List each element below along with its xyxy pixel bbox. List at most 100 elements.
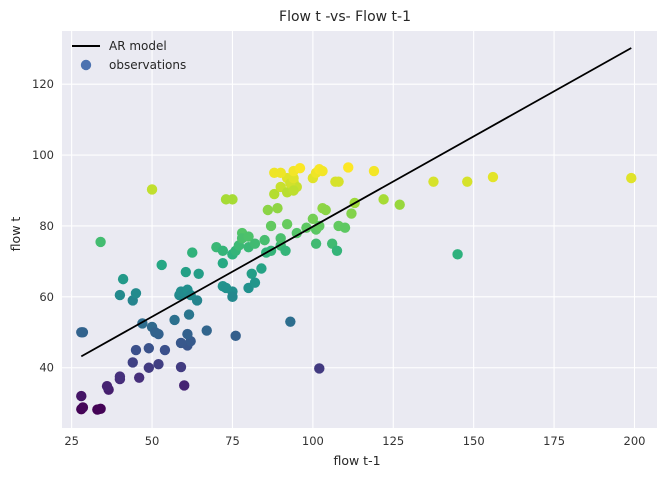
y-tick-label: 120 <box>32 77 54 91</box>
observation-point <box>346 208 357 219</box>
observation-point <box>291 227 302 239</box>
observation-point <box>275 233 286 244</box>
observation-point <box>281 218 293 230</box>
observation-point <box>301 222 312 233</box>
legend-marker-swatch <box>80 59 92 71</box>
observation-point <box>175 361 187 373</box>
observation-point <box>310 238 322 249</box>
observation-point <box>95 236 106 248</box>
observation-point <box>333 176 344 187</box>
x-tick-label: 150 <box>463 434 485 448</box>
ar-model-line-group <box>80 47 632 358</box>
x-axis-ticks: 25 50 75 100 125 150 175 200 <box>64 434 645 448</box>
observation-point <box>114 371 126 382</box>
observation-point <box>217 257 229 269</box>
observation-point <box>114 289 126 301</box>
observation-point <box>487 171 499 183</box>
observation-point <box>143 362 155 373</box>
observation-point <box>183 309 195 320</box>
observation-point <box>314 220 325 232</box>
observation-point <box>133 372 145 383</box>
observation-point <box>428 176 439 187</box>
observation-point <box>265 220 277 232</box>
observation-point <box>220 282 232 294</box>
observation-point <box>317 165 328 177</box>
observation-point <box>262 204 274 216</box>
observation-point <box>230 330 241 342</box>
observation-point <box>294 162 306 174</box>
legend: AR model observations <box>72 39 186 72</box>
observation-point <box>368 165 380 177</box>
observation-point <box>76 390 87 402</box>
observation-point <box>187 247 198 258</box>
observation-point <box>179 380 190 391</box>
observation-point <box>153 358 164 370</box>
observation-points <box>76 162 637 415</box>
ar-model-line <box>80 47 632 358</box>
x-tick-label: 50 <box>145 434 160 448</box>
observation-point <box>256 263 267 274</box>
observation-point <box>243 231 254 242</box>
x-tick-label: 75 <box>225 434 240 448</box>
chart-title: Flow t -vs- Flow t-1 <box>279 9 411 25</box>
observation-point <box>101 380 113 392</box>
observation-point <box>130 344 142 356</box>
observation-point <box>452 249 463 260</box>
observation-point <box>272 203 283 214</box>
observation-point <box>95 403 106 415</box>
x-tick-label: 200 <box>624 434 646 448</box>
x-tick-label: 25 <box>64 434 79 448</box>
observation-point <box>143 343 155 354</box>
observation-point <box>259 234 270 246</box>
observation-point <box>320 204 331 216</box>
observation-point <box>314 363 325 374</box>
observation-point <box>378 194 389 205</box>
observation-point <box>76 327 87 338</box>
observation-point <box>159 344 171 356</box>
x-tick-label: 100 <box>302 434 324 448</box>
observation-point <box>150 327 161 338</box>
observation-point <box>280 245 291 256</box>
observation-point <box>626 172 637 184</box>
y-tick-label: 80 <box>39 219 54 233</box>
observation-point <box>269 188 280 200</box>
observation-point <box>156 259 167 271</box>
observation-point <box>227 194 238 205</box>
legend-label-ar-model: AR model <box>109 39 167 53</box>
x-axis-label: flow t-1 <box>333 453 380 468</box>
observation-point <box>130 288 142 299</box>
observation-point <box>249 238 261 249</box>
observation-point <box>146 184 158 195</box>
observation-point <box>217 245 229 256</box>
observation-point <box>462 176 473 187</box>
y-tick-label: 40 <box>39 361 54 375</box>
observation-point <box>288 185 299 196</box>
legend-label-observations: observations <box>109 58 186 72</box>
y-tick-label: 60 <box>39 290 54 304</box>
observation-point <box>127 357 138 368</box>
observation-point <box>182 328 193 340</box>
y-tick-label: 100 <box>32 148 54 162</box>
observation-point <box>331 245 343 256</box>
observation-point <box>275 167 286 178</box>
observation-point <box>77 402 89 413</box>
observation-point <box>175 337 187 349</box>
observation-point <box>249 277 261 288</box>
observation-point <box>227 291 238 303</box>
x-tick-label: 175 <box>543 434 565 448</box>
observation-point <box>246 268 257 280</box>
observation-point <box>307 213 319 225</box>
observation-point <box>285 316 296 327</box>
x-tick-label: 125 <box>382 434 404 448</box>
observation-point <box>169 314 180 326</box>
observation-point <box>339 222 351 233</box>
y-axis-label: flow t <box>8 217 23 252</box>
observation-point <box>117 273 129 285</box>
observation-point <box>343 162 354 173</box>
observation-point <box>193 268 204 280</box>
observation-point <box>394 199 405 210</box>
observation-point <box>201 325 212 336</box>
observation-point <box>180 266 192 278</box>
y-axis-ticks: 40 60 80 100 120 <box>32 77 54 375</box>
